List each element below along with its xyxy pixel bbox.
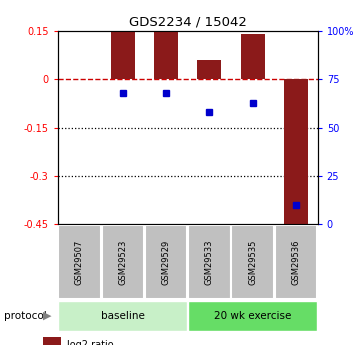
- Bar: [101, 225, 144, 299]
- Bar: [154, 31, 178, 79]
- Text: GSM29535: GSM29535: [248, 239, 257, 285]
- Bar: [188, 225, 231, 299]
- Text: GSM29536: GSM29536: [292, 239, 300, 285]
- Bar: [145, 225, 187, 299]
- Bar: [188, 301, 317, 331]
- Bar: [275, 225, 317, 299]
- Bar: [111, 31, 135, 79]
- Bar: [58, 225, 101, 299]
- Text: GSM29507: GSM29507: [75, 239, 84, 285]
- Bar: [231, 225, 274, 299]
- Bar: [241, 34, 265, 79]
- Bar: [58, 301, 187, 331]
- Text: GSM29523: GSM29523: [118, 239, 127, 285]
- Text: 20 wk exercise: 20 wk exercise: [214, 311, 291, 321]
- Text: GSM29529: GSM29529: [162, 239, 170, 285]
- Text: baseline: baseline: [101, 311, 145, 321]
- Text: ▶: ▶: [43, 311, 51, 321]
- Bar: [43, 337, 61, 345]
- Bar: [284, 79, 308, 224]
- Text: GSM29533: GSM29533: [205, 239, 214, 285]
- Text: log2 ratio: log2 ratio: [68, 341, 114, 345]
- Text: protocol: protocol: [4, 311, 46, 321]
- Title: GDS2234 / 15042: GDS2234 / 15042: [129, 16, 247, 29]
- Bar: [197, 60, 221, 79]
